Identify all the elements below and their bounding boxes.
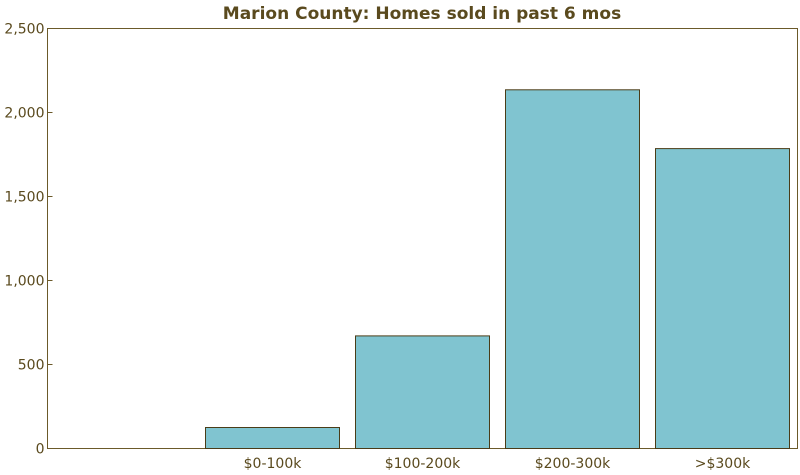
bar <box>355 335 490 449</box>
x-axis: $0-100k $100-200k $200-300k >$300k <box>244 456 751 472</box>
chart-title: Marion County: Homes sold in past 6 mos <box>223 4 621 24</box>
y-tick-label: 2,500 <box>4 22 44 38</box>
bar <box>505 89 640 450</box>
y-tick-label: 1,000 <box>4 274 44 290</box>
bars-group <box>205 89 790 450</box>
x-tick-label: >$300k <box>695 456 751 472</box>
y-tick-label: 1,500 <box>4 190 44 206</box>
x-tick-label: $200-300k <box>535 456 611 472</box>
y-axis: 0 500 1,000 1,500 2,000 2,500 <box>4 22 53 458</box>
y-tick-label: 0 <box>36 442 45 458</box>
x-tick-label: $0-100k <box>244 456 303 472</box>
y-tick-label: 2,000 <box>4 106 44 122</box>
y-tick-label: 500 <box>18 358 45 374</box>
x-tick-label: $100-200k <box>385 456 461 472</box>
bar <box>655 148 790 449</box>
bar <box>205 427 340 449</box>
